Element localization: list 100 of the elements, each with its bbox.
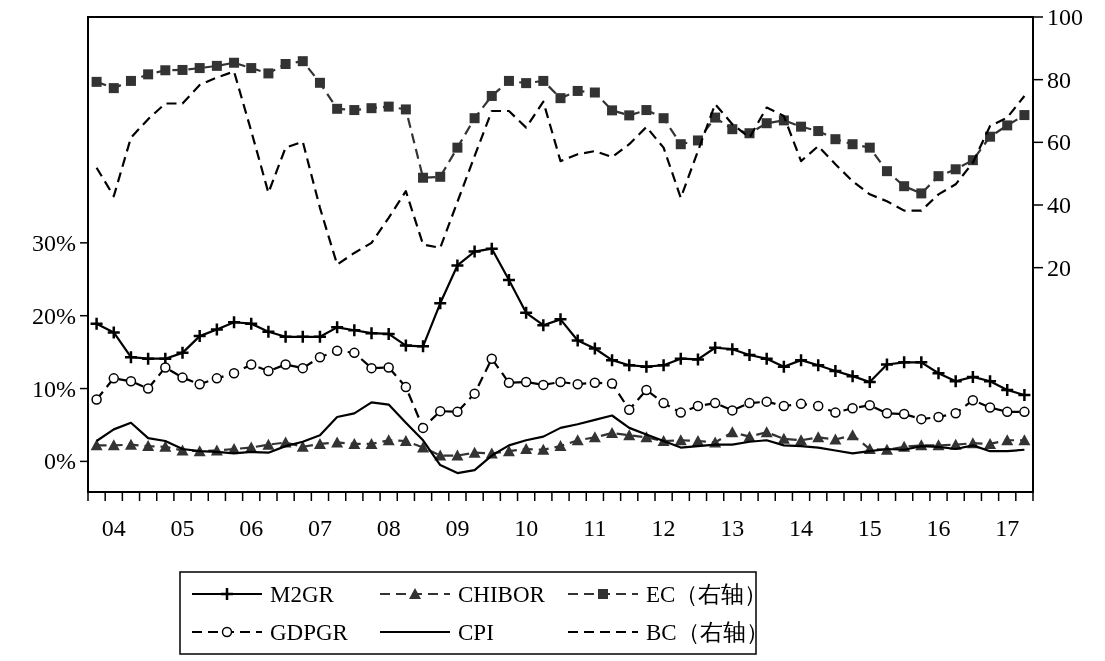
point xyxy=(761,396,772,407)
y2-tick-label: 100 xyxy=(1047,4,1083,30)
point xyxy=(398,338,414,353)
point xyxy=(246,63,257,74)
point xyxy=(209,322,225,337)
point xyxy=(297,56,308,67)
point xyxy=(778,400,790,412)
point xyxy=(348,437,361,449)
point xyxy=(399,435,412,446)
point xyxy=(982,374,998,389)
y2-tick-label: 40 xyxy=(1047,191,1071,218)
point xyxy=(295,329,311,345)
point xyxy=(469,388,480,399)
point xyxy=(795,434,808,446)
point xyxy=(108,373,120,384)
point xyxy=(468,446,481,458)
point xyxy=(280,59,291,69)
point xyxy=(759,351,774,366)
point xyxy=(725,341,740,357)
point xyxy=(931,366,946,381)
point xyxy=(742,347,757,363)
point xyxy=(796,121,807,132)
point xyxy=(486,90,497,101)
point xyxy=(795,398,807,410)
point xyxy=(589,377,601,388)
point xyxy=(984,402,996,413)
point xyxy=(123,349,139,365)
point xyxy=(777,432,790,444)
point xyxy=(641,105,652,116)
point xyxy=(674,434,687,446)
point xyxy=(554,440,567,452)
point xyxy=(383,101,394,112)
point xyxy=(914,355,929,370)
point xyxy=(501,272,517,288)
point xyxy=(793,352,809,368)
point xyxy=(812,400,824,412)
point xyxy=(965,369,981,385)
point xyxy=(761,118,772,129)
point xyxy=(503,377,515,388)
x-tick-label: 06 xyxy=(239,515,264,541)
point xyxy=(812,431,825,443)
point xyxy=(125,376,137,387)
point xyxy=(727,405,738,416)
point xyxy=(709,397,721,409)
point xyxy=(879,357,895,372)
point xyxy=(846,429,859,441)
point xyxy=(143,69,154,80)
y-tick-label: 30% xyxy=(32,229,76,256)
point xyxy=(331,345,343,356)
legend-label: CHIBOR xyxy=(458,582,546,607)
point xyxy=(829,433,842,445)
point xyxy=(450,258,465,273)
point xyxy=(899,181,910,192)
legend-label: CPI xyxy=(458,620,494,645)
point xyxy=(950,164,961,175)
point xyxy=(1017,387,1032,403)
point xyxy=(538,75,549,86)
point xyxy=(434,405,446,417)
point xyxy=(673,351,689,366)
point xyxy=(967,394,979,406)
point xyxy=(692,400,704,412)
point xyxy=(125,75,136,86)
point xyxy=(690,352,706,367)
point xyxy=(588,431,601,443)
point xyxy=(314,77,325,88)
point xyxy=(1001,434,1014,446)
point xyxy=(658,113,669,124)
point xyxy=(226,315,242,330)
point xyxy=(229,57,240,68)
point xyxy=(418,172,429,183)
point xyxy=(948,374,963,389)
y-tick-label: 10% xyxy=(32,375,76,402)
point xyxy=(916,188,927,199)
point xyxy=(810,357,826,373)
x-tick-label: 09 xyxy=(445,515,470,541)
point xyxy=(984,437,997,449)
point xyxy=(520,443,533,455)
point xyxy=(124,438,137,450)
x-tick-label: 15 xyxy=(857,515,882,541)
point xyxy=(606,378,618,389)
x-tick-label: 16 xyxy=(926,515,951,541)
y2-tick-label: 80 xyxy=(1047,66,1071,93)
x-tick-label: 12 xyxy=(651,515,676,541)
point xyxy=(536,317,551,333)
point xyxy=(520,376,532,388)
point xyxy=(106,325,122,340)
point xyxy=(400,104,411,115)
point xyxy=(1001,406,1013,418)
x-tick-label: 13 xyxy=(720,515,745,541)
point xyxy=(435,171,446,182)
point xyxy=(313,437,326,449)
point xyxy=(864,400,876,411)
legend-label: GDPGR xyxy=(270,620,349,645)
y-tick-label: 0% xyxy=(44,448,76,475)
point xyxy=(245,359,257,370)
point xyxy=(467,244,482,259)
point xyxy=(194,63,205,74)
point xyxy=(776,359,792,374)
point xyxy=(538,379,549,391)
point xyxy=(606,426,619,438)
